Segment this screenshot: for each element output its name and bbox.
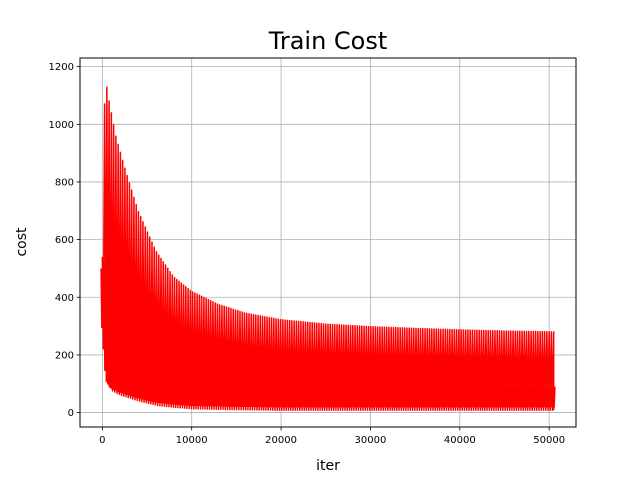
series-line <box>101 86 555 412</box>
x-axis-label: iter <box>316 458 340 474</box>
x-tick-label: 10000 <box>176 435 208 446</box>
x-tick-label: 0 <box>99 435 105 446</box>
x-axis: 0 10000 20000 30000 40000 50000 <box>99 427 565 446</box>
y-tick-label: 400 <box>55 293 74 304</box>
y-tick-label: 0 <box>68 408 74 419</box>
plot-area <box>100 86 556 412</box>
y-axis-label: cost <box>14 227 30 257</box>
x-tick-label: 40000 <box>444 435 476 446</box>
y-tick-label: 1000 <box>49 120 74 131</box>
y-tick-label: 800 <box>55 177 74 188</box>
y-tick-label: 600 <box>55 235 74 246</box>
y-tick-label: 200 <box>55 350 74 361</box>
y-tick-label: 1200 <box>49 62 74 73</box>
x-tick-label: 50000 <box>533 435 565 446</box>
chart-title: Train Cost <box>268 27 388 55</box>
axes-frame <box>79 57 577 428</box>
y-axis: 0 200 400 600 800 1000 1200 <box>49 62 80 419</box>
x-tick-label: 30000 <box>355 435 387 446</box>
x-tick-label: 20000 <box>265 435 297 446</box>
